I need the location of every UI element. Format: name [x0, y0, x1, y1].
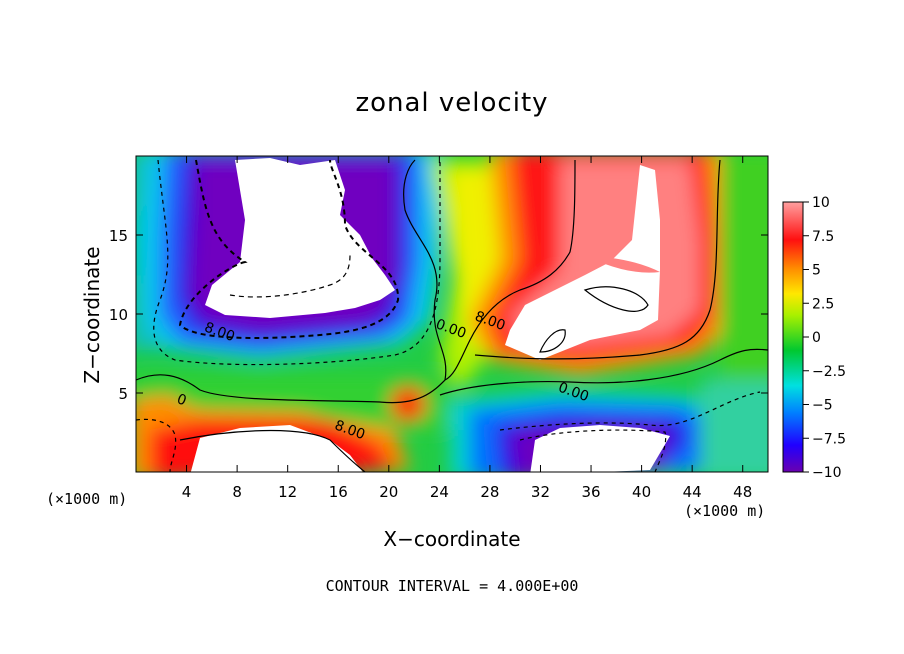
x-tick-label: 40 — [632, 483, 651, 501]
y-axis: 5 10 15 — [109, 227, 768, 403]
y-axis-label: Z−coordinate — [80, 246, 104, 384]
contour-lines — [136, 159, 768, 472]
x-tick-label: 4 — [182, 483, 192, 501]
y-tick-label: 5 — [118, 385, 128, 403]
x-tick-label: 8 — [232, 483, 242, 501]
x-tick-label: 28 — [480, 483, 499, 501]
colorbar-tick-label: 0 — [812, 330, 821, 346]
colorbar-tick-label: −2.5 — [812, 364, 846, 380]
x-axis: 4 8 12 16 20 24 28 32 36 40 44 48 — [182, 156, 752, 501]
colorbar-tick-label: 10 — [812, 195, 830, 211]
x-tick-label: 48 — [733, 483, 752, 501]
colorbar-axis: 10 7.5 5 2.5 0 −2.5 −5 −7.5 −10 — [803, 195, 846, 481]
x-tick-label: 44 — [683, 483, 702, 501]
x-tick-label: 24 — [430, 483, 449, 501]
x-tick-label: 16 — [329, 483, 348, 501]
y-tick-label: 15 — [109, 227, 128, 245]
x-axis-label: X−coordinate — [383, 527, 521, 551]
colorbar-tick-label: −10 — [812, 465, 842, 481]
colorbar-tick-label: 5 — [812, 263, 821, 279]
x-tick-label: 36 — [581, 483, 600, 501]
colorbar — [782, 201, 804, 473]
heatmap-field — [136, 156, 768, 472]
contour-interval-note: CONTOUR INTERVAL = 4.000E+00 — [325, 577, 579, 595]
x-units-right: (×1000 m) — [684, 502, 766, 520]
x-tick-label: 32 — [531, 483, 550, 501]
colorbar-tick-label: −5 — [812, 398, 833, 414]
colorbar-tick-label: −7.5 — [812, 431, 846, 447]
x-units-left: (×1000 m) — [46, 490, 128, 508]
colorbar-tick-label: 2.5 — [812, 296, 834, 312]
x-tick-label: 12 — [278, 483, 297, 501]
y-tick-label: 10 — [109, 306, 128, 324]
colorbar-tick-label: 7.5 — [812, 229, 834, 245]
chart-title: zonal velocity — [355, 88, 549, 118]
x-tick-label: 20 — [379, 483, 398, 501]
